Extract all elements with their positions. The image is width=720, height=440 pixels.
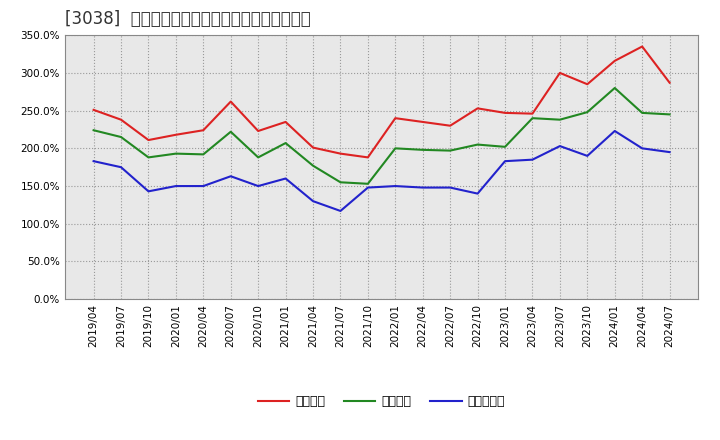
現預金比率 — [282, 176, 290, 181]
流動比率 — [611, 58, 619, 63]
当座比率 — [254, 155, 263, 160]
当座比率 — [336, 180, 345, 185]
流動比率 — [446, 123, 454, 128]
現預金比率 — [144, 189, 153, 194]
Legend: 流動比率, 当座比率, 現預金比率: 流動比率, 当座比率, 現預金比率 — [253, 390, 510, 413]
当座比率 — [282, 140, 290, 146]
現預金比率 — [665, 150, 674, 155]
流動比率 — [226, 99, 235, 104]
当座比率 — [665, 112, 674, 117]
当座比率 — [473, 142, 482, 147]
当座比率 — [117, 134, 125, 139]
現預金比率 — [446, 185, 454, 190]
現預金比率 — [117, 165, 125, 170]
Text: [3038]  流動比率、当座比率、現預金比率の推移: [3038] 流動比率、当座比率、現預金比率の推移 — [65, 10, 310, 28]
当座比率 — [556, 117, 564, 122]
当座比率 — [391, 146, 400, 151]
流動比率 — [336, 151, 345, 156]
流動比率 — [418, 119, 427, 125]
流動比率 — [364, 155, 372, 160]
流動比率 — [556, 70, 564, 76]
流動比率 — [144, 137, 153, 143]
流動比率 — [391, 116, 400, 121]
流動比率 — [583, 81, 592, 87]
当座比率 — [611, 85, 619, 91]
流動比率 — [282, 119, 290, 125]
現預金比率 — [364, 185, 372, 190]
現預金比率 — [254, 183, 263, 189]
現預金比率 — [226, 174, 235, 179]
Line: 当座比率: 当座比率 — [94, 88, 670, 184]
現預金比率 — [556, 143, 564, 149]
当座比率 — [583, 110, 592, 115]
当座比率 — [144, 155, 153, 160]
流動比率 — [500, 110, 509, 116]
当座比率 — [500, 144, 509, 150]
流動比率 — [254, 128, 263, 134]
流動比率 — [638, 44, 647, 49]
流動比率 — [528, 111, 537, 116]
当座比率 — [364, 181, 372, 187]
当座比率 — [199, 152, 207, 157]
当座比率 — [528, 116, 537, 121]
現預金比率 — [583, 153, 592, 158]
現預金比率 — [611, 128, 619, 134]
現預金比率 — [391, 183, 400, 189]
当座比率 — [418, 147, 427, 153]
流動比率 — [199, 128, 207, 133]
当座比率 — [89, 128, 98, 133]
当座比率 — [171, 151, 180, 156]
現預金比率 — [528, 157, 537, 162]
流動比率 — [89, 107, 98, 113]
当座比率 — [638, 110, 647, 116]
現預金比率 — [199, 183, 207, 189]
現預金比率 — [171, 183, 180, 189]
当座比率 — [226, 129, 235, 134]
現預金比率 — [418, 185, 427, 190]
現預金比率 — [336, 208, 345, 213]
現預金比率 — [89, 158, 98, 164]
現預金比率 — [309, 198, 318, 204]
当座比率 — [309, 163, 318, 169]
現預金比率 — [473, 191, 482, 196]
現預金比率 — [500, 158, 509, 164]
流動比率 — [171, 132, 180, 137]
Line: 現預金比率: 現預金比率 — [94, 131, 670, 211]
流動比率 — [117, 117, 125, 122]
当座比率 — [446, 148, 454, 153]
Line: 流動比率: 流動比率 — [94, 47, 670, 158]
現預金比率 — [638, 146, 647, 151]
流動比率 — [309, 145, 318, 150]
流動比率 — [473, 106, 482, 111]
流動比率 — [665, 80, 674, 85]
